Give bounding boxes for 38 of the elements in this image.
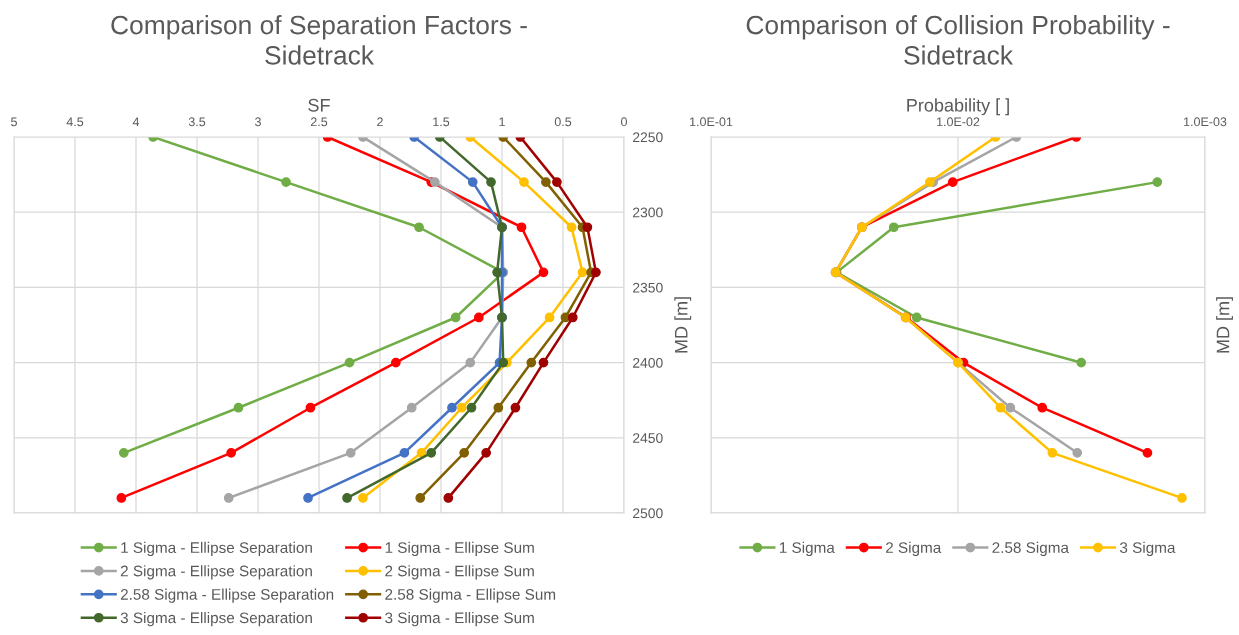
x-tick-label: 4.5 (66, 117, 84, 127)
legend-label: 2 Sigma (886, 541, 942, 557)
x-tick-label: 4 (132, 117, 140, 127)
x-axis-title: Probability [ ] (907, 98, 1009, 116)
legend-label: 2.58 Sigma - Ellipse Sum (385, 588, 556, 603)
x-tick-label: 3 (255, 117, 261, 127)
legend-label: 3 Sigma - Ellipse Sum (385, 612, 534, 627)
y-tick-label: 2250 (633, 132, 663, 143)
y-tick-label: 2450 (633, 433, 663, 443)
chart-title: Comparison of Collision Probability - Sidetrack (746, 15, 1170, 65)
x-tick-label: 2.5 (310, 117, 328, 127)
legend-label: 2.58 Sigma (992, 541, 1069, 557)
y-tick-label: 2400 (633, 357, 663, 368)
legend-label: 2.58 Sigma - Ellipse Separation (120, 588, 334, 603)
x-axis-title: SF (308, 98, 330, 112)
legend-label: 3 Sigma (1119, 541, 1176, 557)
x-tick-label: 1.0E-01 (690, 117, 733, 127)
chart-title: Comparison of Separation Factors - Sidetrack (111, 15, 527, 65)
legend-label: 2 Sigma - Ellipse Sum (385, 565, 534, 580)
y-axis-title: MD [m] (1216, 297, 1233, 353)
x-tick-label: 3.5 (188, 117, 206, 127)
x-tick-label: 2 (377, 117, 383, 127)
x-tick-label: 1 (499, 117, 505, 127)
legend-label: 3 Sigma - Ellipse Separation (120, 612, 312, 627)
x-tick-label: 5 (11, 117, 17, 127)
x-tick-label: 0 (621, 117, 627, 127)
x-tick-label: 0.5 (554, 117, 572, 127)
y-tick-label: 2300 (633, 207, 663, 218)
legend-label: 2 Sigma - Ellipse Separation (120, 565, 312, 580)
legend-label: 1 Sigma (779, 541, 835, 557)
legend-label: 1 Sigma - Ellipse Separation (121, 541, 312, 557)
y-axis-title: MD [m] (674, 297, 692, 353)
legend-label: 1 Sigma - Ellipse Sum (385, 541, 534, 557)
y-tick-label: 2500 (633, 508, 663, 519)
y-tick-label: 2350 (633, 282, 663, 293)
x-tick-label: 1.0E-02 (937, 117, 980, 127)
x-tick-label: 1.0E-03 (1184, 117, 1227, 127)
x-tick-label: 1.5 (433, 117, 450, 127)
